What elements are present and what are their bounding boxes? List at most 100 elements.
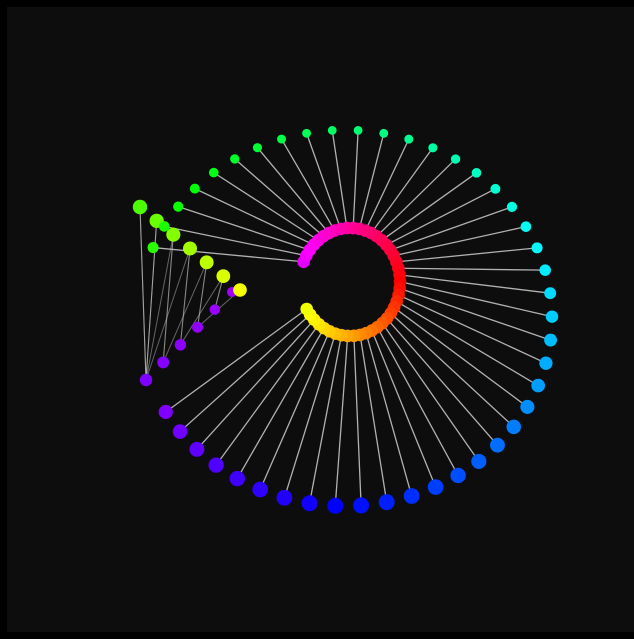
- link: [162, 234, 174, 363]
- node: [216, 269, 231, 284]
- node: [189, 441, 205, 457]
- node: [539, 356, 553, 370]
- link: [331, 130, 348, 229]
- links: [139, 130, 553, 506]
- node: [132, 199, 148, 215]
- nodes: [132, 125, 559, 514]
- link: [234, 158, 324, 237]
- node: [189, 183, 200, 194]
- link: [308, 335, 343, 504]
- link: [162, 262, 208, 363]
- link: [259, 330, 331, 490]
- node: [158, 221, 170, 232]
- link: [179, 314, 311, 433]
- link: [334, 335, 349, 506]
- node: [209, 304, 221, 315]
- node: [252, 143, 263, 153]
- link: [236, 327, 325, 479]
- node: [276, 489, 293, 506]
- link: [370, 147, 434, 234]
- node: [544, 287, 557, 300]
- link: [353, 335, 362, 506]
- node: [545, 310, 559, 323]
- link: [179, 248, 191, 345]
- node: [531, 242, 543, 254]
- link: [358, 133, 385, 230]
- node: [544, 333, 557, 347]
- link: [393, 226, 527, 257]
- node: [229, 470, 246, 487]
- link: [365, 332, 413, 497]
- link: [256, 147, 330, 234]
- node: [353, 497, 370, 514]
- node: [539, 264, 551, 276]
- node: [208, 167, 219, 178]
- node: [301, 495, 318, 512]
- node: [379, 128, 389, 138]
- node: [173, 201, 184, 212]
- link: [396, 247, 538, 263]
- link: [381, 172, 477, 241]
- node: [506, 201, 518, 213]
- node: [450, 154, 461, 164]
- node: [199, 255, 214, 270]
- link: [381, 322, 480, 462]
- node: [531, 378, 546, 393]
- link: [364, 138, 410, 231]
- node: [139, 373, 153, 387]
- link: [398, 267, 546, 271]
- link: [399, 274, 551, 294]
- link: [398, 294, 547, 364]
- node: [192, 321, 204, 333]
- link: [305, 133, 342, 230]
- node: [208, 457, 224, 473]
- link: [399, 280, 553, 318]
- link: [386, 318, 498, 446]
- node: [300, 302, 313, 316]
- link: [352, 130, 359, 229]
- node: [252, 481, 269, 498]
- link: [153, 246, 304, 263]
- link: [164, 225, 307, 257]
- node: [404, 134, 414, 144]
- node: [520, 399, 535, 414]
- node: [166, 227, 181, 242]
- link: [393, 307, 528, 408]
- node: [428, 143, 438, 153]
- link: [145, 234, 174, 381]
- node: [302, 128, 312, 138]
- node: [403, 488, 420, 504]
- node: [183, 241, 197, 256]
- node: [471, 168, 482, 178]
- link: [213, 172, 319, 241]
- node: [490, 437, 505, 453]
- link: [283, 333, 336, 498]
- link: [197, 262, 208, 328]
- node: [147, 242, 159, 254]
- link: [215, 323, 320, 466]
- link: [196, 319, 315, 450]
- node: [230, 154, 240, 164]
- node: [233, 283, 247, 297]
- node: [378, 494, 395, 511]
- node: [157, 356, 170, 369]
- link: [376, 326, 459, 476]
- node: [490, 183, 501, 194]
- node: [520, 221, 532, 232]
- link: [386, 188, 496, 246]
- link: [359, 334, 388, 503]
- node: [172, 424, 188, 439]
- link: [139, 206, 147, 381]
- link: [376, 158, 457, 237]
- node: [174, 339, 187, 351]
- link: [179, 275, 224, 346]
- link: [194, 188, 315, 246]
- link: [396, 300, 539, 387]
- link: [165, 308, 308, 413]
- node: [450, 467, 466, 484]
- link: [280, 138, 336, 231]
- node: [158, 404, 173, 420]
- link: [145, 248, 191, 381]
